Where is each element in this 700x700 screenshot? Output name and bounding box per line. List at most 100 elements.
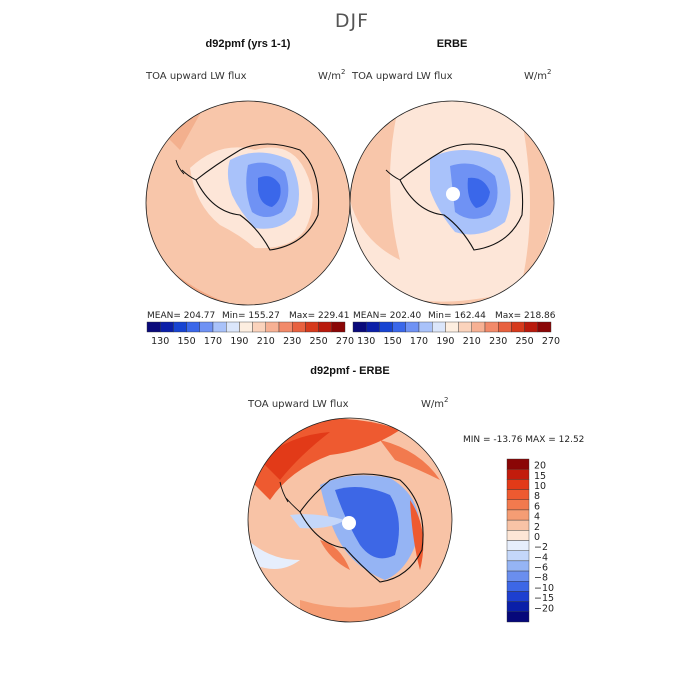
colorbar-erbe: 130 150 170 190 210 230 250 270 [352,321,560,347]
colorbar-tick-label: 130 [357,336,375,347]
colorbar-tick-label: 130 [151,336,169,347]
colorbar-swatch [173,321,187,333]
units-exp-erbe: 2 [547,68,551,76]
colorbar-tick-label: 270 [542,336,560,347]
map-boundary-erbe [349,100,555,306]
panel-title-diff: d92pmf - ERBE [310,365,389,377]
colorbar-swatch [506,591,530,602]
colorbar-tick-label: 20 [534,461,546,472]
colorbar-swatch [212,321,227,333]
colorbar-swatch [252,321,267,333]
stat-min-model: Min= 155.27 [222,311,280,321]
colorbar-tick-label: 270 [336,336,354,347]
colorbar-tick-label: 15 [534,471,546,482]
map-diff [248,418,452,622]
colorbar-swatch [318,321,333,333]
stat-max-model: Max= 229.41 [289,311,350,321]
colorbar-swatch [506,611,530,623]
colorbar-tick-label: 230 [283,336,301,347]
colorbar-swatch [537,321,552,333]
colorbar-tick-label: 170 [410,336,428,347]
colorbar-tick-label: −4 [534,552,548,563]
colorbar-swatch [506,581,530,592]
colorbar-swatch [159,321,174,333]
colorbar-tick-label: 170 [204,336,222,347]
colorbar-swatch [498,321,512,333]
colorbar-swatch [379,321,393,333]
colorbar-swatch [445,321,459,333]
colorbar-swatch [366,321,380,333]
colorbar-swatch [471,321,486,333]
colorbar-tick-label: −8 [534,573,548,584]
stat-mean-model: MEAN= 204.77 [147,311,215,321]
colorbar-swatch [506,458,530,470]
units-base-diff: W/m [421,399,444,410]
variable-label-diff: TOA upward LW flux [247,399,349,410]
colorbar-swatch [305,321,319,333]
colorbar-swatch [511,321,525,333]
colorbar-tick-label: 2 [534,522,540,533]
variable-label-model: TOA upward LW flux [145,71,247,82]
colorbar-tick-label: 8 [534,491,540,502]
map-model [146,101,350,305]
stat-minmax-diff: MIN = -13.76 MAX = 12.52 [463,435,584,445]
figure-title: DJF [335,10,369,32]
colorbar-swatch [506,550,530,562]
colorbar-tick-label: 250 [516,336,534,347]
stat-mean-erbe: MEAN= 202.40 [353,311,422,321]
colorbar-swatch [458,321,473,333]
panel-diff: d92pmf - ERBE TOA upward LW flux W/m2 MI… [247,365,584,623]
colorbar-swatch [186,321,201,333]
colorbar-tick-label: 150 [178,336,196,347]
colorbar-swatch [225,321,240,333]
colorbar-swatch [418,321,433,333]
panel-model: d92pmf (yrs 1-1) TOA upward LW flux W/m2… [145,38,354,347]
colorbar-tick-label: 190 [230,336,248,347]
units-base-erbe: W/m [524,71,547,82]
panel-title-erbe: ERBE [437,38,468,50]
colorbar-swatch [506,570,530,582]
units-label-diff: W/m2 [421,396,448,410]
colorbar-swatch [199,321,214,333]
colorbar-swatch [432,321,446,333]
colorbar-tick-label: −20 [534,603,554,614]
colorbar-tick-label: 210 [257,336,275,347]
units-label-model: W/m2 [318,68,345,82]
colorbar-tick-label: 4 [534,512,540,523]
colorbar-swatch [352,321,367,333]
colorbar-swatch [405,321,420,333]
colorbar-tick-label: 0 [534,532,540,543]
colorbar-swatch [506,540,530,551]
colorbar-model: 130 150 170 190 210 230 250 270 [146,321,354,347]
colorbar-swatch [484,321,499,333]
panel-title-model: d92pmf (yrs 1-1) [206,38,291,50]
stat-max-erbe: Max= 218.86 [495,311,556,321]
units-label-erbe: W/m2 [524,68,551,82]
map-boundary-diff [247,417,453,623]
colorbar-swatch [506,468,530,480]
colorbar-swatch [506,509,530,521]
colorbar-swatch [265,321,280,333]
colorbar-swatch [524,321,538,333]
stat-min-erbe: Min= 162.44 [428,311,486,321]
colorbar-swatch [506,560,530,572]
colorbar-swatch [331,321,346,333]
colorbar-swatch [506,601,530,613]
colorbar-tick-label: 190 [436,336,454,347]
units-exp-diff: 2 [444,396,448,404]
colorbar-swatch [506,519,530,531]
colorbar-tick-label: 6 [534,501,540,512]
colorbar-swatch [292,321,306,333]
colorbar-swatch [506,489,530,500]
colorbar-tick-label: 230 [489,336,507,347]
colorbar-swatch [506,499,530,511]
panel-erbe: ERBE TOA upward LW flux W/m2 MEAN= 202.4… [349,38,560,347]
colorbar-swatch [392,321,407,333]
colorbar-swatch [239,321,253,333]
colorbar-tick-label: −2 [534,542,548,553]
colorbar-tick-label: 210 [463,336,481,347]
units-exp-model: 2 [341,68,345,76]
colorbar-swatch [278,321,293,333]
